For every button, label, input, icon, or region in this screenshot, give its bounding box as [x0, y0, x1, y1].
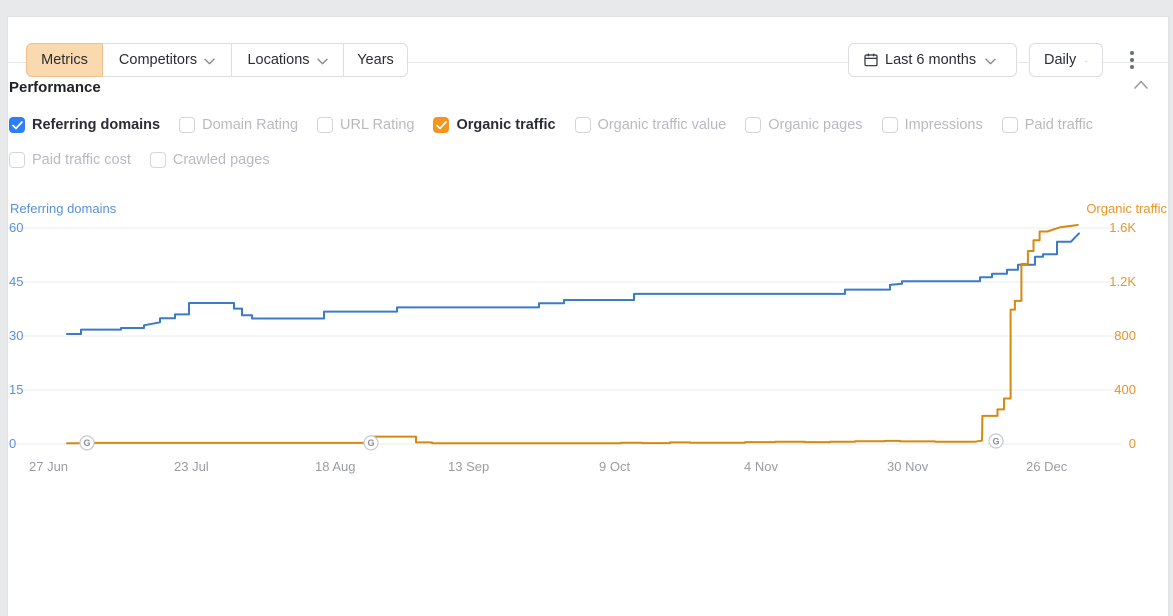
svg-text:45: 45: [9, 274, 23, 289]
svg-text:30: 30: [9, 328, 23, 343]
svg-text:G: G: [367, 438, 374, 448]
svg-text:15: 15: [9, 382, 23, 397]
svg-text:G: G: [992, 436, 999, 446]
svg-text:400: 400: [1114, 382, 1136, 397]
svg-text:9 Oct: 9 Oct: [599, 459, 630, 474]
svg-text:23 Jul: 23 Jul: [174, 459, 209, 474]
svg-text:60: 60: [9, 220, 23, 235]
svg-text:13 Sep: 13 Sep: [448, 459, 489, 474]
svg-text:0: 0: [1129, 436, 1136, 451]
svg-text:800: 800: [1114, 328, 1136, 343]
svg-text:1.6K: 1.6K: [1109, 220, 1136, 235]
svg-text:27 Jun: 27 Jun: [29, 459, 68, 474]
svg-text:1.2K: 1.2K: [1109, 274, 1136, 289]
svg-text:G: G: [83, 438, 90, 448]
svg-text:18 Aug: 18 Aug: [315, 459, 356, 474]
svg-text:0: 0: [9, 436, 16, 451]
svg-text:30 Nov: 30 Nov: [887, 459, 929, 474]
svg-text:4 Nov: 4 Nov: [744, 459, 778, 474]
svg-text:26 Dec: 26 Dec: [1026, 459, 1068, 474]
